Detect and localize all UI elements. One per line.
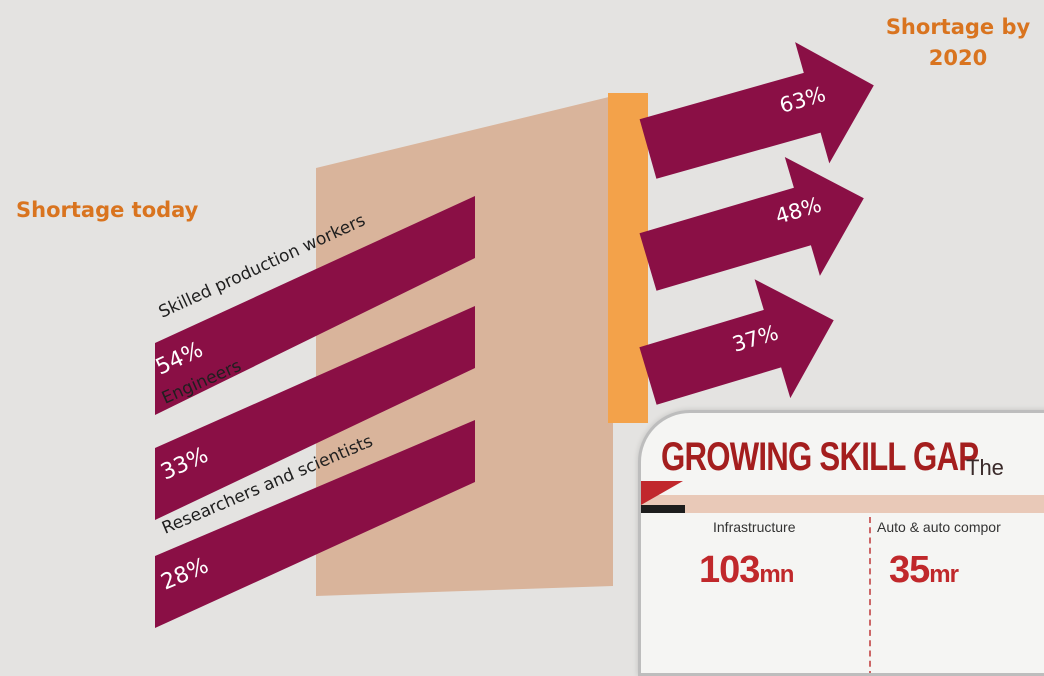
- future-arrow: [639, 42, 874, 179]
- inset-sector-value: 35mr: [889, 549, 959, 592]
- today-band: [155, 420, 475, 628]
- inset-value-unit: mr: [929, 561, 959, 588]
- today-band: [155, 306, 475, 520]
- inset-title-tail: The: [966, 455, 1004, 480]
- heading-2020-line1: Shortage by: [885, 15, 1031, 39]
- inset-value-number: 103: [699, 549, 760, 591]
- inset-value-number: 35: [889, 549, 930, 591]
- heading-shortage-today: Shortage today: [16, 198, 199, 222]
- inset-title: GROWING SKILL GAP: [661, 435, 979, 479]
- skill-gap-chart: Skilled production workers54%Engineers33…: [152, 42, 874, 628]
- inset-sector-label: Auto & auto compor: [877, 519, 1001, 535]
- inset-sector-label: Infrastructure: [713, 519, 796, 535]
- future-arrow: [639, 157, 864, 291]
- inset-flag-bar: [641, 505, 685, 513]
- divider-wall: [608, 93, 648, 423]
- today-bands: Skilled production workers54%Engineers33…: [152, 196, 475, 628]
- future-arrows: 63%48%37%: [639, 42, 874, 405]
- today-band: [155, 196, 475, 415]
- inset-value-unit: mn: [759, 561, 794, 588]
- inset-infographic: GROWING SKILL GAP The Infrastructure Aut…: [638, 410, 1044, 676]
- inset-divider: [869, 517, 871, 673]
- inset-sector-value: 103mn: [699, 549, 794, 592]
- inset-flag-shape: [641, 481, 683, 505]
- inset-strip: [641, 495, 1044, 513]
- future-arrow: [639, 279, 834, 405]
- heading-shortage-2020: Shortage by 2020: [872, 12, 1044, 74]
- heading-2020-line2: 2020: [928, 46, 988, 70]
